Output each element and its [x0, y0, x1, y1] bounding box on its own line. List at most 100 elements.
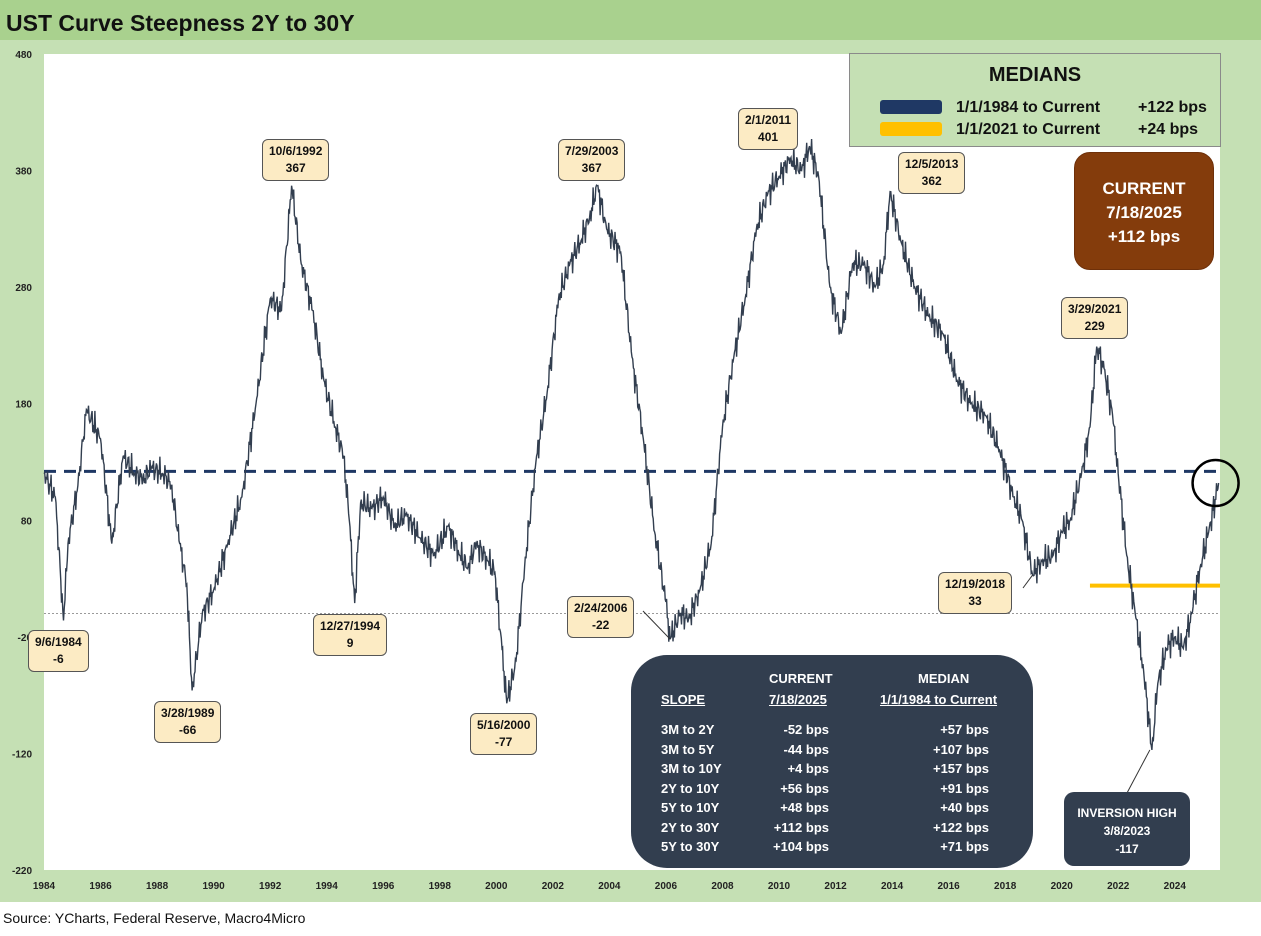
callout-value: 367 [285, 161, 306, 175]
slope-cell-slope: 2Y to 30Y [661, 819, 720, 835]
callout-12-5-2013: 12/5/2013 362 [898, 152, 966, 194]
callout-leader-line [1022, 574, 1033, 589]
x-tick-label: 1990 [202, 881, 225, 892]
y-tick-label: 280 [15, 283, 32, 294]
slope-col-current-top: CURRENT [769, 671, 833, 686]
slope-col-current-bottom: 7/18/2025 [769, 692, 827, 707]
inversion-high-box: INVERSION HIGH 3/8/2023 -117 [1064, 792, 1190, 866]
y-tick-label: 380 [15, 167, 32, 178]
callout-date: 5/16/2000 [477, 718, 531, 732]
slope-cell-slope: 2Y to 10Y [661, 780, 720, 796]
callout-date: 2/24/2006 [574, 601, 628, 615]
y-axis: 480 380 280 180 80 -20 -120 -220 [12, 50, 32, 877]
slope-cell-slope: 3M to 2Y [661, 722, 715, 737]
x-tick-label: 2004 [598, 881, 621, 892]
callout-5-16-2000: 5/16/2000 -77 [470, 713, 538, 755]
x-tick-label: 1988 [146, 881, 169, 892]
slope-cell-slope: 3M to 10Y [661, 761, 722, 776]
x-tick-label: 2008 [711, 881, 734, 892]
callout-leaders [642, 574, 1151, 794]
x-tick-label: 2012 [824, 881, 847, 892]
current-box: CURRENT 7/18/2025 +112 bps [1074, 152, 1214, 270]
x-tick-label: 2002 [542, 881, 565, 892]
callout-date: 12/5/2013 [905, 157, 959, 171]
slope-cell-median: +91 bps [940, 780, 989, 796]
x-tick-label: 2020 [1051, 881, 1074, 892]
slope-cell-current: +112 bps [773, 819, 829, 835]
slope-cell-current: -52 bps [783, 722, 829, 737]
y-tick-label: -220 [12, 866, 32, 877]
callout-3-28-1989: 3/28/1989 -66 [154, 701, 222, 743]
slope-row-header: SLOPE [661, 692, 706, 707]
y-tick-label: 480 [15, 50, 32, 61]
current-value: +112 bps [1107, 227, 1181, 246]
callout-9-6-1984: 9/6/1984 -6 [28, 630, 89, 672]
median-1984-swatch [880, 100, 942, 114]
callout-value: 401 [758, 130, 779, 144]
medians-legend: MEDIANS 1/1/1984 to Current +122 bps 1/1… [849, 53, 1221, 147]
slope-table: CURRENT MEDIAN SLOPE 7/18/2025 1/1/1984 … [631, 655, 1033, 868]
callout-2-24-2006: 2/24/2006 -22 [567, 596, 635, 638]
callout-value: 33 [968, 594, 982, 608]
inversion-title: INVERSION HIGH [1077, 806, 1177, 820]
callout-10-6-1992: 10/6/1992 367 [262, 139, 330, 181]
inversion-leader-line [1126, 749, 1151, 794]
slope-cell-current: +48 bps [780, 800, 829, 815]
chart-title: UST Curve Steepness 2Y to 30Y [6, 10, 355, 36]
current-title: CURRENT [1102, 179, 1186, 198]
x-tick-label: 1984 [33, 881, 56, 892]
slope-cell-median: +57 bps [940, 722, 989, 737]
callout-date: 12/19/2018 [945, 577, 1006, 591]
highlight-layer [1191, 458, 1240, 508]
y-tick-label: 80 [21, 516, 33, 527]
x-tick-label: 2022 [1107, 881, 1130, 892]
x-tick-label: 1998 [429, 881, 452, 892]
callout-value: 367 [581, 161, 602, 175]
callout-date: 10/6/1992 [269, 144, 323, 158]
callout-value: -66 [179, 723, 197, 737]
slope-cell-slope: 3M to 5Y [661, 741, 715, 757]
slope-cell-median: +107 bps [932, 741, 989, 757]
slope-cell-current: +56 bps [780, 780, 829, 796]
slope-cell-slope: 5Y to 30Y [661, 839, 720, 854]
source-note: Source: YCharts, Federal Reserve, Macro4… [3, 910, 306, 926]
x-tick-label: 2000 [485, 881, 508, 892]
current-date: 7/18/2025 [1106, 203, 1182, 222]
y-tick-label: 180 [15, 400, 32, 411]
callout-2-1-2011: 2/1/2011 401 [738, 108, 799, 150]
x-tick-label: 2006 [655, 881, 678, 892]
callout-date: 9/6/1984 [35, 635, 82, 649]
x-tick-label: 2018 [994, 881, 1017, 892]
y-tick-label: -120 [12, 749, 32, 760]
slope-col-median-bottom: 1/1/1984 to Current [880, 692, 998, 707]
callout-12-27-1994: 12/27/1994 9 [313, 614, 388, 656]
callout-date: 3/29/2021 [1068, 302, 1122, 316]
slope-cell-current: +4 bps [787, 761, 829, 776]
callout-value: -77 [495, 735, 513, 749]
slope-cell-median: +40 bps [940, 800, 989, 815]
inversion-value: -117 [1115, 842, 1139, 856]
callout-value: -22 [592, 618, 610, 632]
slope-cell-median: +71 bps [940, 839, 989, 854]
title-bar: UST Curve Steepness 2Y to 30Y [0, 0, 1261, 40]
x-axis: 1984 1986 1988 1990 1992 1994 1996 1998 2000 2002… [33, 881, 1186, 892]
current-highlight-circle [1191, 458, 1240, 508]
callout-value: -6 [53, 652, 64, 666]
callout-value: 229 [1084, 319, 1105, 333]
slope-cell-current: -44 bps [783, 741, 829, 757]
median-2021-value: +24 bps [1138, 121, 1199, 138]
x-tick-label: 1986 [89, 881, 112, 892]
slope-cell-median: +157 bps [932, 761, 989, 776]
median-2021-label: 1/1/2021 to Current [956, 121, 1101, 138]
slope-cell-median: +122 bps [932, 819, 989, 835]
callout-leader-line [642, 610, 671, 640]
x-tick-label: 1996 [372, 881, 395, 892]
medians-title: MEDIANS [988, 64, 1082, 86]
callout-date: 2/1/2011 [745, 113, 792, 127]
reference-lines [44, 469, 1220, 615]
median-1984-value: +122 bps [1138, 99, 1207, 116]
callout-value: 9 [346, 636, 354, 650]
median-2021-swatch [880, 122, 942, 136]
callout-value: 362 [921, 174, 942, 188]
